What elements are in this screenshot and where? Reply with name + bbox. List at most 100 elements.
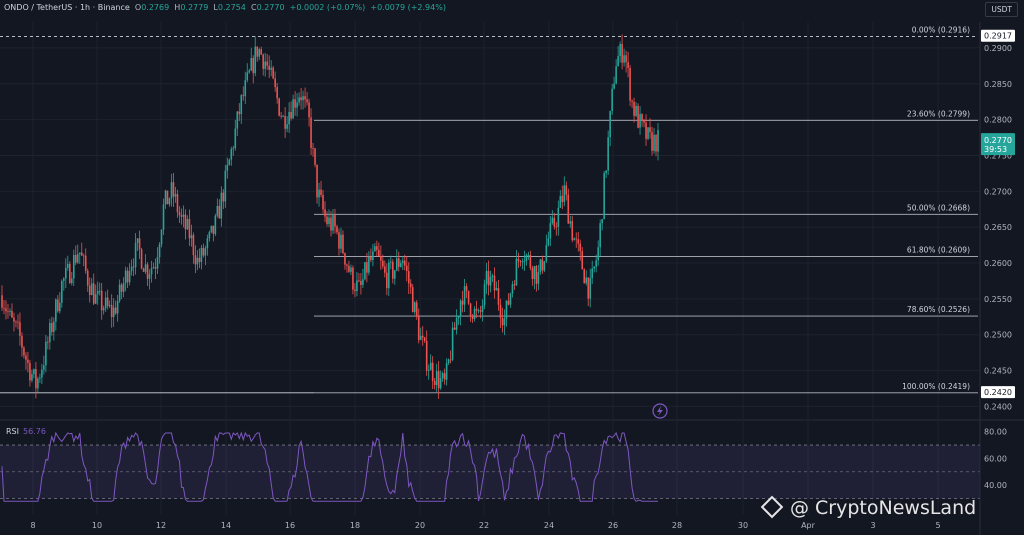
candle-body	[1, 295, 3, 308]
candle-body	[278, 98, 280, 116]
current-price-bg	[981, 133, 1015, 156]
candle-body	[98, 290, 101, 292]
candle-body	[80, 252, 83, 256]
candle-body	[318, 189, 320, 198]
candle-body	[435, 371, 438, 386]
candle-body	[72, 254, 75, 279]
rsi-legend[interactable]: RSI 56.76	[6, 427, 46, 436]
candle-body	[230, 149, 233, 160]
candle-body	[108, 304, 111, 306]
candle-body	[481, 305, 484, 312]
candle-body	[575, 238, 578, 240]
candle-body	[431, 362, 434, 382]
y-tick-label: 0.2650	[984, 223, 1012, 232]
candle-body	[55, 299, 57, 322]
candle-body	[625, 55, 627, 63]
rsi-tick-label: 80.00	[984, 428, 1007, 437]
candle-body	[164, 190, 167, 205]
candle-body	[394, 270, 396, 279]
candle-body	[457, 316, 460, 319]
candle-body	[336, 226, 338, 233]
candle-body	[563, 185, 566, 202]
candle-body	[43, 365, 45, 370]
y-tick-label: 0.2800	[984, 116, 1012, 125]
candle-body	[386, 272, 388, 289]
candle-body	[437, 371, 440, 389]
x-tick-label: 14	[221, 521, 231, 530]
candle-body	[264, 61, 266, 69]
candle-body	[216, 206, 219, 216]
candle-body	[260, 49, 263, 55]
candle-body	[507, 300, 510, 305]
high-label: H	[174, 3, 181, 12]
candle-body	[328, 217, 330, 224]
candle-body	[573, 238, 576, 241]
candle-body	[382, 260, 384, 267]
candle-body	[655, 135, 657, 152]
candle-body	[294, 99, 296, 108]
candle-body	[270, 67, 272, 70]
candle-body	[641, 114, 643, 121]
candle-body	[443, 373, 446, 380]
candle-body	[282, 116, 284, 117]
fibonacci-retracement[interactable]: 0.00% (0.2916) 23.60% (0.2799) 50.00% (0.2…	[0, 25, 978, 394]
candle-body	[74, 254, 77, 263]
candle-body	[308, 102, 310, 118]
x-tick-label: Apr	[801, 521, 816, 530]
x-tick-label: 26	[608, 521, 618, 530]
candle-body	[368, 256, 370, 273]
time-axis[interactable]: 8 10 12 14 16 18 20 22 24 26 28 30 Apr 3 5	[30, 521, 940, 530]
candle-body	[39, 377, 41, 379]
candle-body	[388, 262, 390, 289]
rsi-line	[1, 431, 658, 502]
candle-body	[90, 283, 93, 295]
candle-body	[272, 67, 274, 79]
candle-body	[364, 262, 366, 280]
candle-body	[200, 247, 203, 263]
candle-body	[238, 111, 241, 115]
candle-body	[469, 303, 472, 317]
y-tick-label: 0.2750	[984, 151, 1012, 160]
candle-body	[118, 284, 121, 301]
candle-body	[467, 290, 470, 304]
candle-body	[653, 135, 655, 151]
candle-body	[439, 378, 442, 389]
candle-body	[415, 302, 418, 317]
candle-body	[340, 234, 342, 249]
currency-badge[interactable]: USDT	[985, 2, 1018, 17]
candle-body	[409, 283, 412, 288]
candle-body	[27, 359, 29, 363]
candle-body	[569, 221, 572, 224]
candle-body	[198, 257, 201, 263]
candle-body	[136, 238, 139, 243]
price-axis[interactable]: 0.2900 0.2850 0.2800 0.2750 0.2700 0.2650 0.26…	[979, 22, 1015, 535]
candle-body	[451, 327, 454, 360]
symbol-header: ONDO / TetherUS · 1h · Binance O0.2769 H…	[4, 3, 446, 12]
low-price-tag-bg	[981, 386, 1015, 399]
candle-body	[362, 279, 364, 285]
candle-body	[366, 262, 368, 273]
candle-body	[489, 276, 492, 286]
symbol-title[interactable]: ONDO / TetherUS · 1h · Binance	[4, 3, 130, 12]
candle-body	[615, 66, 617, 84]
cryptonewsland-logo-icon	[760, 495, 784, 519]
candle-body	[332, 215, 334, 231]
candle-body	[395, 258, 398, 271]
candle-body	[276, 87, 278, 99]
candle-body	[29, 362, 31, 381]
candle-body	[63, 278, 65, 281]
lightning-icon[interactable]	[652, 403, 668, 419]
candle-body	[21, 335, 23, 348]
candle-body	[485, 270, 488, 285]
candle-body	[527, 254, 530, 256]
candle-body	[17, 321, 19, 323]
candle-body	[51, 323, 53, 332]
candle-body	[372, 251, 374, 261]
candle-body	[96, 290, 99, 295]
candle-body	[65, 267, 67, 279]
candle-body	[348, 265, 350, 272]
candlestick-series	[1, 34, 659, 399]
candle-body	[401, 260, 404, 264]
candle-body	[240, 95, 243, 115]
